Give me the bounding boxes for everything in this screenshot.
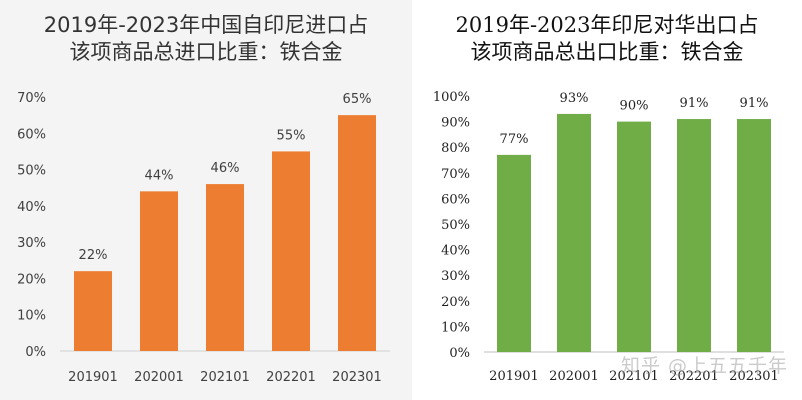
bar [74,271,112,351]
y-tick-label: 0% [25,345,46,360]
y-tick-label: 50% [441,218,470,233]
y-tick-label: 40% [17,200,46,215]
data-label: 22% [79,248,108,263]
data-label: 55% [277,128,306,143]
x-tick-label: 201901 [489,369,539,384]
chart-title-line: 该项商品总进口比重：铁合金 [69,40,343,64]
y-tick-label: 20% [441,295,470,310]
data-label: 77% [500,132,529,147]
y-tick-label: 20% [17,272,46,287]
bar-chart-left: 0% 10% 20% 30% 40% 50% 60% 70% 22% 201901 44% 20200… [17,91,390,385]
bar [140,191,178,351]
y-tick-label: 30% [441,269,470,284]
bar [206,184,244,351]
bar [497,154,531,352]
bar [677,119,711,352]
y-tick-label: 10% [441,320,470,335]
y-tick-label: 50% [17,164,46,179]
data-label: 90% [620,99,649,114]
y-tick-label: 100% [433,90,470,105]
bar [338,115,376,352]
bar [617,121,651,352]
chart-title: 2019年-2023年印尼对华出口占 该项商品总出口比重：铁合金 [412,12,802,66]
y-tick-label: 0% [449,346,470,361]
x-tick-label: 202001 [549,369,599,384]
chart-title-line: 该项商品总出口比重：铁合金 [470,40,744,64]
data-label: 91% [740,96,769,111]
x-tick-label: 202201 [266,370,316,385]
data-label: 44% [145,168,174,183]
x-tick-label: 202301 [332,370,382,385]
data-label: 93% [560,91,589,106]
data-label: 91% [680,96,709,111]
y-tick-label: 80% [441,141,470,156]
x-tick-label: 201901 [68,370,118,385]
x-tick-label: 202301 [729,369,779,384]
bar [272,151,310,351]
bar [737,119,771,352]
y-tick-label: 70% [441,167,470,182]
y-tick-label: 70% [17,91,46,106]
watermark: 知乎 @上五五千年 [620,355,788,377]
data-label: 46% [211,161,240,176]
bar-chart-right: 0% 10% 20% 30% 40% 50% 60% 70% 80% 90% 100% 77% 2019… [433,90,784,384]
y-tick-label: 60% [441,192,470,207]
x-tick-label: 202101 [200,370,250,385]
y-tick-label: 60% [17,127,46,142]
chart-panel-right: 2019年-2023年印尼对华出口占 该项商品总出口比重：铁合金 0% 10% 20… [412,0,802,400]
y-tick-label: 40% [441,244,470,259]
chart-title-line: 2019年-2023年中国自印尼进口占 [43,13,369,37]
x-tick-label: 202001 [134,370,184,385]
y-tick-label: 90% [441,116,470,131]
x-tick-label: 202101 [609,369,659,384]
chart-title: 2019年-2023年中国自印尼进口占 该项商品总进口比重：铁合金 [0,12,412,66]
chart-title-line: 2019年-2023年印尼对华出口占 [455,13,759,37]
chart-panel-left: 2019年-2023年中国自印尼进口占 该项商品总进口比重：铁合金 0% 10% 2… [0,0,412,400]
data-label: 65% [343,92,372,107]
y-tick-label: 30% [17,236,46,251]
x-tick-label: 202201 [669,369,719,384]
bar [557,113,591,352]
y-tick-label: 10% [17,309,46,324]
